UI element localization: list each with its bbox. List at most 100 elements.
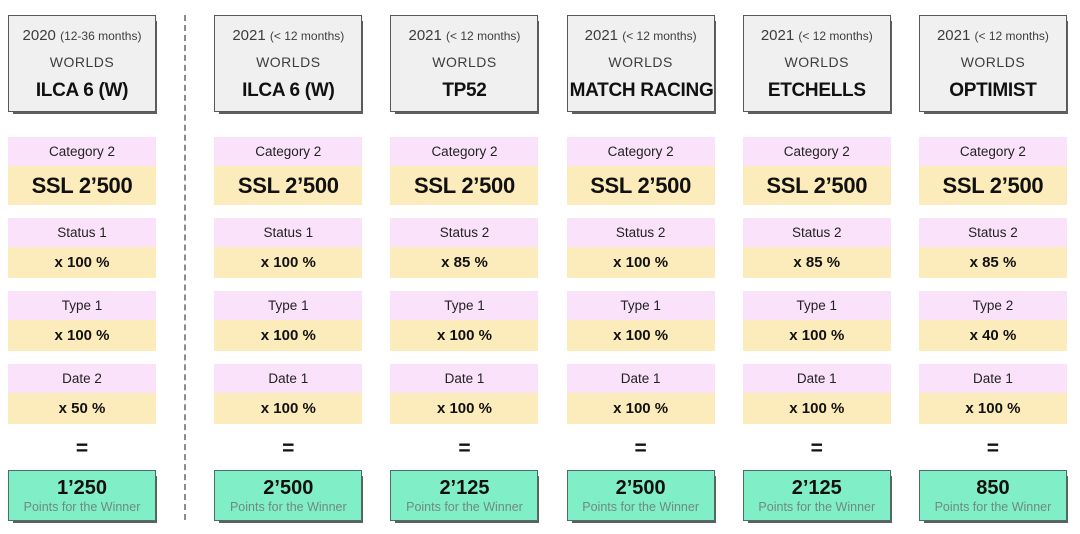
event-level: WORLDS: [960, 54, 1026, 70]
event-year: 2021: [408, 27, 442, 44]
factor-type-label: Type 1: [214, 291, 363, 320]
event-year-line: 2021 (< 12 months): [393, 27, 535, 44]
factor-type: Type 1 x 100 %: [214, 291, 363, 351]
factor-type: Type 1 x 100 %: [566, 291, 715, 351]
event-header: 2021 (< 12 months) WORLDS ILCA 6 (W): [214, 15, 363, 112]
event-level: WORLDS: [608, 54, 673, 70]
factor-date-value: x 100 %: [390, 393, 539, 424]
event-level: WORLDS: [432, 54, 497, 70]
event-year-line: 2021 (< 12 months): [746, 27, 888, 44]
factor-type-value: x 100 %: [742, 320, 891, 351]
event-column-2021-match-racing: 2021 (< 12 months) WORLDS MATCH RACING C…: [566, 15, 715, 521]
factor-category-value: SSL 2’500: [918, 166, 1067, 205]
factor-date-label: Date 1: [742, 364, 891, 393]
event-header: 2021 (< 12 months) WORLDS MATCH RACING: [566, 15, 715, 112]
factor-status: Status 2 x 85 %: [918, 218, 1067, 278]
factor-status: Status 2 x 85 %: [742, 218, 891, 278]
event-age-window: (< 12 months): [798, 29, 873, 43]
event-year: 2020: [22, 27, 56, 44]
factor-type-label: Type 1: [390, 291, 539, 320]
result-points: 850: [976, 476, 1010, 499]
factor-status-value: x 100 %: [214, 247, 363, 278]
event-header: 2021 (< 12 months) WORLDS TP52: [390, 15, 539, 112]
factor-status: Status 2 x 85 %: [390, 218, 539, 278]
result-caption: Points for the Winner: [229, 499, 347, 514]
event-age-window: (< 12 months): [269, 29, 345, 43]
factor-type: Type 2 x 40 %: [918, 291, 1067, 351]
factor-status-value: x 100 %: [566, 247, 715, 278]
factor-category-label: Category 2: [214, 137, 363, 166]
factor-date-label: Date 1: [918, 364, 1067, 393]
equals-sign: =: [810, 437, 823, 460]
factor-status-value: x 85 %: [918, 247, 1067, 278]
factor-date-value: x 100 %: [742, 393, 891, 424]
event-header: 2020 (12-36 months) WORLDS ILCA 6 (W): [8, 15, 156, 112]
factor-category-value: SSL 2’500: [566, 166, 715, 205]
factor-date-label: Date 1: [390, 364, 539, 393]
event-level: WORLDS: [256, 54, 321, 70]
event-name: OPTIMIST: [949, 80, 1037, 101]
factor-type-label: Type 1: [8, 291, 156, 320]
event-name: MATCH RACING: [569, 80, 714, 101]
factor-category-value: SSL 2’500: [8, 166, 156, 205]
result-box: 2’500 Points for the Winner: [566, 470, 715, 521]
equals-sign: =: [75, 437, 89, 460]
event-column-2021-etchells: 2021 (< 12 months) WORLDS ETCHELLS Categ…: [742, 15, 891, 521]
event-level: WORLDS: [49, 54, 115, 70]
event-year-line: 2020 (12-36 months): [11, 27, 153, 44]
result-points: 2’125: [439, 476, 490, 499]
result-points: 2’500: [263, 476, 314, 499]
factor-date: Date 1 x 100 %: [566, 364, 715, 424]
event-age-window: (12-36 months): [60, 29, 142, 43]
event-year-line: 2021 (< 12 months): [922, 27, 1064, 44]
event-column-2021-tp52: 2021 (< 12 months) WORLDS TP52 Category …: [390, 15, 539, 521]
factor-status-label: Status 1: [8, 218, 156, 247]
event-level: WORLDS: [784, 54, 849, 70]
event-year: 2021: [232, 27, 266, 44]
factor-category: Category 2 SSL 2’500: [390, 137, 539, 205]
result-box: 1’250 Points for the Winner: [8, 470, 156, 521]
factor-date-value: x 50 %: [8, 393, 156, 424]
factor-date: Date 1 x 100 %: [918, 364, 1067, 424]
equals-sign: =: [634, 437, 647, 460]
factor-type-value: x 40 %: [918, 320, 1067, 351]
factor-date-value: x 100 %: [918, 393, 1067, 424]
factor-category-value: SSL 2’500: [390, 166, 539, 205]
result-points: 2’500: [615, 476, 666, 499]
factor-date-value: x 100 %: [566, 393, 715, 424]
factor-date-label: Date 1: [566, 364, 715, 393]
factor-category-value: SSL 2’500: [742, 166, 891, 205]
event-year: 2021: [584, 27, 619, 44]
event-name: ILCA 6 (W): [242, 80, 335, 101]
event-year-line: 2021 (< 12 months): [570, 27, 712, 44]
result-caption: Points for the Winner: [582, 499, 699, 514]
result-box: 850 Points for the Winner: [918, 470, 1067, 521]
event-column-2020-ilca6w: 2020 (12-36 months) WORLDS ILCA 6 (W) Ca…: [8, 15, 156, 521]
factor-date-label: Date 1: [214, 364, 363, 393]
factor-category: Category 2 SSL 2’500: [566, 137, 715, 205]
factor-status: Status 2 x 100 %: [566, 218, 715, 278]
factor-category-label: Category 2: [8, 137, 156, 166]
factor-status-label: Status 2: [566, 218, 715, 247]
factor-status-value: x 85 %: [390, 247, 539, 278]
factor-type-label: Type 1: [742, 291, 891, 320]
factor-category: Category 2 SSL 2’500: [214, 137, 363, 205]
result-box: 2’125 Points for the Winner: [390, 470, 539, 521]
factor-type: Type 1 x 100 %: [742, 291, 891, 351]
event-age-window: (< 12 months): [974, 29, 1049, 43]
column-divider-dashed: [184, 15, 187, 520]
event-age-window: (< 12 months): [446, 29, 521, 43]
event-header: 2021 (< 12 months) WORLDS OPTIMIST: [918, 15, 1067, 112]
event-age-window: (< 12 months): [622, 29, 697, 43]
equals-sign: =: [458, 437, 471, 460]
factor-date-value: x 100 %: [214, 393, 363, 424]
factor-category: Category 2 SSL 2’500: [742, 137, 891, 205]
factor-type-value: x 100 %: [390, 320, 539, 351]
factor-date: Date 1 x 100 %: [390, 364, 539, 424]
event-column-2021-optimist: 2021 (< 12 months) WORLDS OPTIMIST Categ…: [918, 15, 1067, 521]
event-column-2021-ilca6w: 2021 (< 12 months) WORLDS ILCA 6 (W) Cat…: [214, 15, 363, 521]
factor-date: Date 2 x 50 %: [8, 364, 156, 424]
event-year-line: 2021 (< 12 months): [217, 27, 359, 44]
factor-type-value: x 100 %: [566, 320, 715, 351]
